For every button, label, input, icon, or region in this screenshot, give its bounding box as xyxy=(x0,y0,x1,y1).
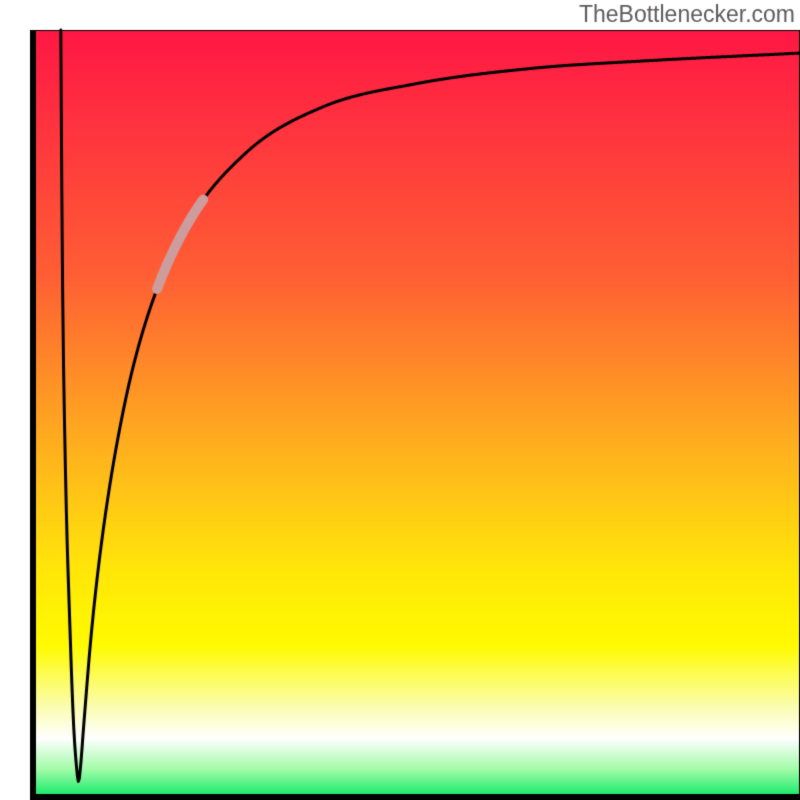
bottleneck-curve-chart xyxy=(0,0,800,800)
